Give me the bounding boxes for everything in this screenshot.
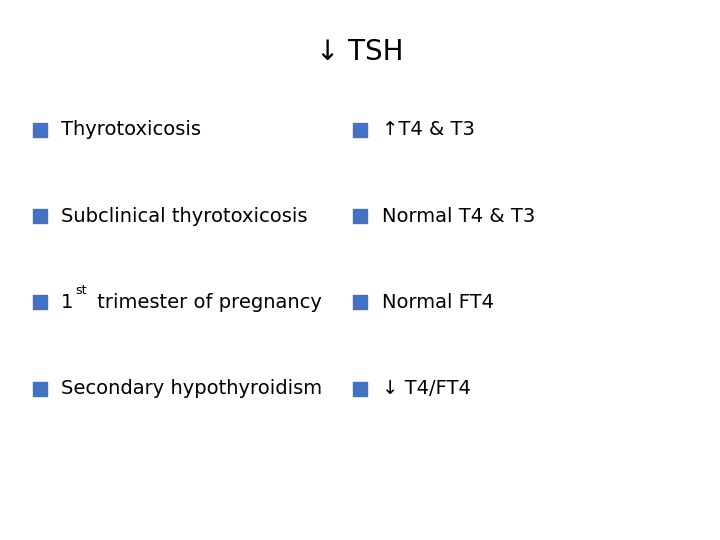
Text: Normal T4 & T3: Normal T4 & T3 [382,206,535,226]
Text: ↓ TSH: ↓ TSH [316,38,404,66]
Text: Normal FT4: Normal FT4 [382,293,494,312]
Text: 1: 1 [61,293,73,312]
Text: Secondary hypothyroidism: Secondary hypothyroidism [61,379,323,399]
Text: trimester of pregnancy: trimester of pregnancy [91,293,323,312]
Text: st: st [76,284,87,297]
Text: Subclinical thyrotoxicosis: Subclinical thyrotoxicosis [61,206,307,226]
Text: ↓ T4/FT4: ↓ T4/FT4 [382,379,470,399]
Text: ↑T4 & T3: ↑T4 & T3 [382,120,474,139]
Text: Thyrotoxicosis: Thyrotoxicosis [61,120,201,139]
